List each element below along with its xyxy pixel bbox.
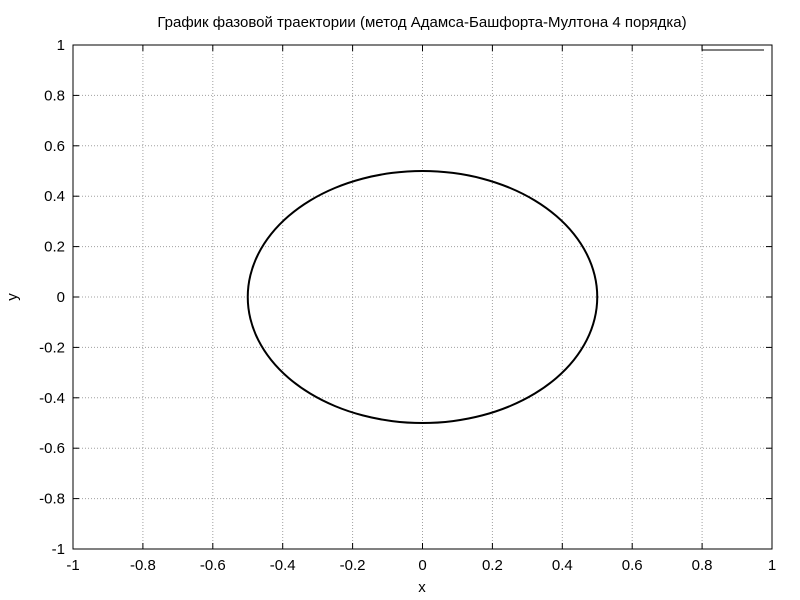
y-axis-label: y [4, 293, 21, 301]
x-tick-label: 0.2 [482, 557, 503, 574]
x-tick-label: -0.2 [340, 557, 366, 574]
tick-layer [72, 44, 773, 550]
y-tick-label: 0.6 [44, 138, 65, 155]
series-layer [246, 169, 599, 425]
y-tick-labels: -1 -0.8 -0.6 -0.4 -0.2 0 0.2 0.4 0.6 0.8 1 [39, 37, 65, 558]
x-tick-label: -0.8 [130, 557, 156, 574]
chart-title: График фазовой траектории (метод Адамса-… [157, 14, 686, 31]
x-tick-label: 1 [768, 557, 776, 574]
y-tick-label: 0.2 [44, 239, 65, 256]
y-tick-label: -1 [52, 541, 65, 558]
grid-layer [73, 45, 772, 549]
x-tick-label: 0 [418, 557, 426, 574]
y-tick-label: -0.8 [39, 491, 65, 508]
x-tick-labels: -1 -0.8 -0.6 -0.4 -0.2 0 0.2 0.4 0.6 0.8 1 [66, 557, 776, 574]
phase-trajectory-line [246, 169, 599, 425]
y-tick-label: 0 [57, 289, 65, 306]
y-tick-label: 0.8 [44, 87, 65, 104]
x-tick-label: 0.6 [622, 557, 643, 574]
x-tick-label: -0.4 [270, 557, 296, 574]
x-tick-label: -1 [66, 557, 79, 574]
x-axis-label: x [418, 579, 426, 596]
x-tick-label: 0.8 [692, 557, 713, 574]
y-tick-label: -0.6 [39, 440, 65, 457]
y-tick-label: 0.4 [44, 188, 65, 205]
y-tick-label: 1 [57, 37, 65, 54]
x-tick-label: -0.6 [200, 557, 226, 574]
y-tick-label: -0.4 [39, 390, 65, 407]
x-tick-label: 0.4 [552, 557, 573, 574]
y-tick-label: -0.2 [39, 339, 65, 356]
